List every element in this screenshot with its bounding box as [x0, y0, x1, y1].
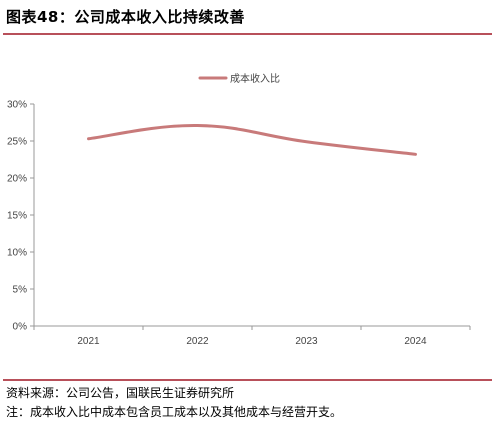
legend-label: 成本收入比: [230, 72, 280, 85]
y-tick-label: 0%: [13, 322, 28, 333]
y-tick-label: 15%: [7, 211, 27, 222]
y-tick-label: 25%: [7, 137, 27, 148]
x-tick-label: 2023: [295, 336, 318, 347]
x-tick-label: 2024: [404, 336, 427, 347]
chart-title: 图表48：公司成本收入比持续改善: [6, 8, 245, 26]
x-tick-label: 2022: [186, 336, 209, 347]
title-divider: [3, 33, 492, 35]
source-text: 资料来源：公司公告，国联民生证券研究所: [6, 386, 235, 400]
y-tick-label: 20%: [7, 174, 27, 185]
y-tick-label: 30%: [7, 100, 27, 111]
y-tick-label: 10%: [7, 248, 27, 259]
y-tick-label: 5%: [13, 285, 28, 296]
series-line-0: [87, 123, 417, 156]
note-text: 注：成本收入比中成本包含员工成本以及其他成本与经营开支。: [6, 405, 343, 419]
footer-divider: [3, 379, 492, 381]
x-tick-label: 2021: [77, 336, 100, 347]
